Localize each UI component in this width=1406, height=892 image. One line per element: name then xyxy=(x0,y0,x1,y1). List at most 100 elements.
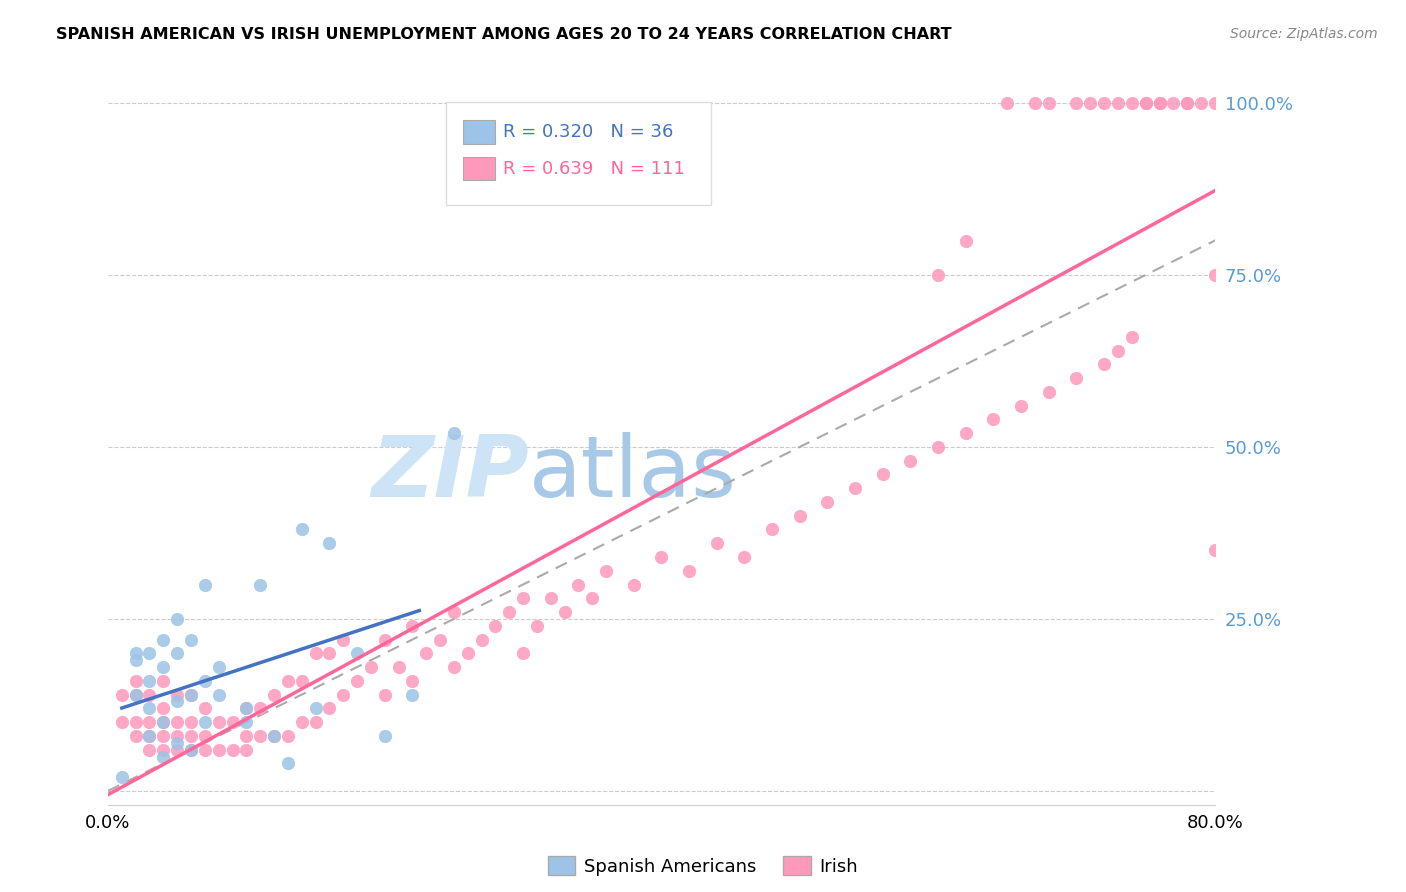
Point xyxy=(360,660,382,674)
Point xyxy=(1149,95,1171,110)
Point xyxy=(318,536,340,550)
Point xyxy=(955,234,977,248)
Point xyxy=(249,701,271,715)
Point xyxy=(180,688,202,702)
Point xyxy=(1175,95,1198,110)
Point xyxy=(471,632,494,647)
Point xyxy=(872,467,894,482)
Point xyxy=(152,742,174,756)
Point xyxy=(995,95,1018,110)
Point xyxy=(401,673,423,688)
Point xyxy=(152,632,174,647)
Point xyxy=(374,729,396,743)
Point xyxy=(1092,357,1115,371)
Point xyxy=(235,729,257,743)
Point xyxy=(235,701,257,715)
Point xyxy=(152,729,174,743)
Point xyxy=(221,742,243,756)
Point xyxy=(374,688,396,702)
Point xyxy=(927,440,949,454)
Point xyxy=(124,673,146,688)
Point xyxy=(443,660,465,674)
Point xyxy=(374,632,396,647)
Legend: Spanish Americans, Irish: Spanish Americans, Irish xyxy=(541,849,865,883)
Point xyxy=(1038,384,1060,399)
Point xyxy=(124,715,146,730)
Point xyxy=(1010,399,1032,413)
Point xyxy=(844,481,866,495)
Point xyxy=(304,646,326,660)
Point xyxy=(595,564,617,578)
Text: ZIP: ZIP xyxy=(371,432,529,515)
Point xyxy=(194,729,217,743)
Point xyxy=(166,612,188,626)
Point xyxy=(983,412,1005,426)
Point xyxy=(401,619,423,633)
Text: SPANISH AMERICAN VS IRISH UNEMPLOYMENT AMONG AGES 20 TO 24 YEARS CORRELATION CHA: SPANISH AMERICAN VS IRISH UNEMPLOYMENT A… xyxy=(56,27,952,42)
Point xyxy=(415,646,437,660)
Point xyxy=(512,591,534,606)
Point xyxy=(111,715,134,730)
Point xyxy=(623,577,645,591)
Point xyxy=(180,729,202,743)
Point xyxy=(277,673,299,688)
Point xyxy=(1078,95,1101,110)
Point xyxy=(208,742,231,756)
Point xyxy=(166,688,188,702)
Point xyxy=(304,715,326,730)
Point xyxy=(1163,95,1185,110)
Point xyxy=(1204,543,1226,558)
Point xyxy=(443,605,465,619)
Text: atlas: atlas xyxy=(529,432,737,515)
Point xyxy=(152,660,174,674)
Point xyxy=(138,742,160,756)
Point xyxy=(166,729,188,743)
Point xyxy=(194,701,217,715)
Point xyxy=(429,632,451,647)
Point xyxy=(1107,343,1129,358)
Point xyxy=(706,536,728,550)
Text: R = 0.320   N = 36: R = 0.320 N = 36 xyxy=(503,123,673,141)
Point xyxy=(208,715,231,730)
Point xyxy=(678,564,700,578)
Point xyxy=(152,715,174,730)
Point xyxy=(346,673,368,688)
Point xyxy=(166,646,188,660)
Point xyxy=(291,523,314,537)
Point xyxy=(567,577,589,591)
Point xyxy=(346,646,368,660)
Point xyxy=(1121,330,1143,344)
Point xyxy=(1066,95,1088,110)
Text: Source: ZipAtlas.com: Source: ZipAtlas.com xyxy=(1230,27,1378,41)
Point xyxy=(208,660,231,674)
Point xyxy=(817,495,839,509)
Point xyxy=(1189,95,1212,110)
Point xyxy=(208,688,231,702)
Point xyxy=(401,688,423,702)
Point xyxy=(1175,95,1198,110)
Point xyxy=(581,591,603,606)
Point xyxy=(124,646,146,660)
Point xyxy=(1135,95,1157,110)
Point xyxy=(180,688,202,702)
Point xyxy=(180,632,202,647)
Point xyxy=(138,688,160,702)
Point xyxy=(124,653,146,667)
Point xyxy=(111,770,134,784)
Point xyxy=(291,715,314,730)
Point xyxy=(1024,95,1046,110)
Point xyxy=(111,688,134,702)
Point xyxy=(387,660,409,674)
Point xyxy=(789,508,811,523)
Point xyxy=(124,729,146,743)
Point xyxy=(1092,95,1115,110)
Point xyxy=(249,577,271,591)
Point xyxy=(180,715,202,730)
Point xyxy=(761,523,783,537)
Point xyxy=(927,268,949,282)
Point xyxy=(263,729,285,743)
Point xyxy=(1204,95,1226,110)
Point xyxy=(152,701,174,715)
Point xyxy=(124,688,146,702)
Point xyxy=(194,577,217,591)
